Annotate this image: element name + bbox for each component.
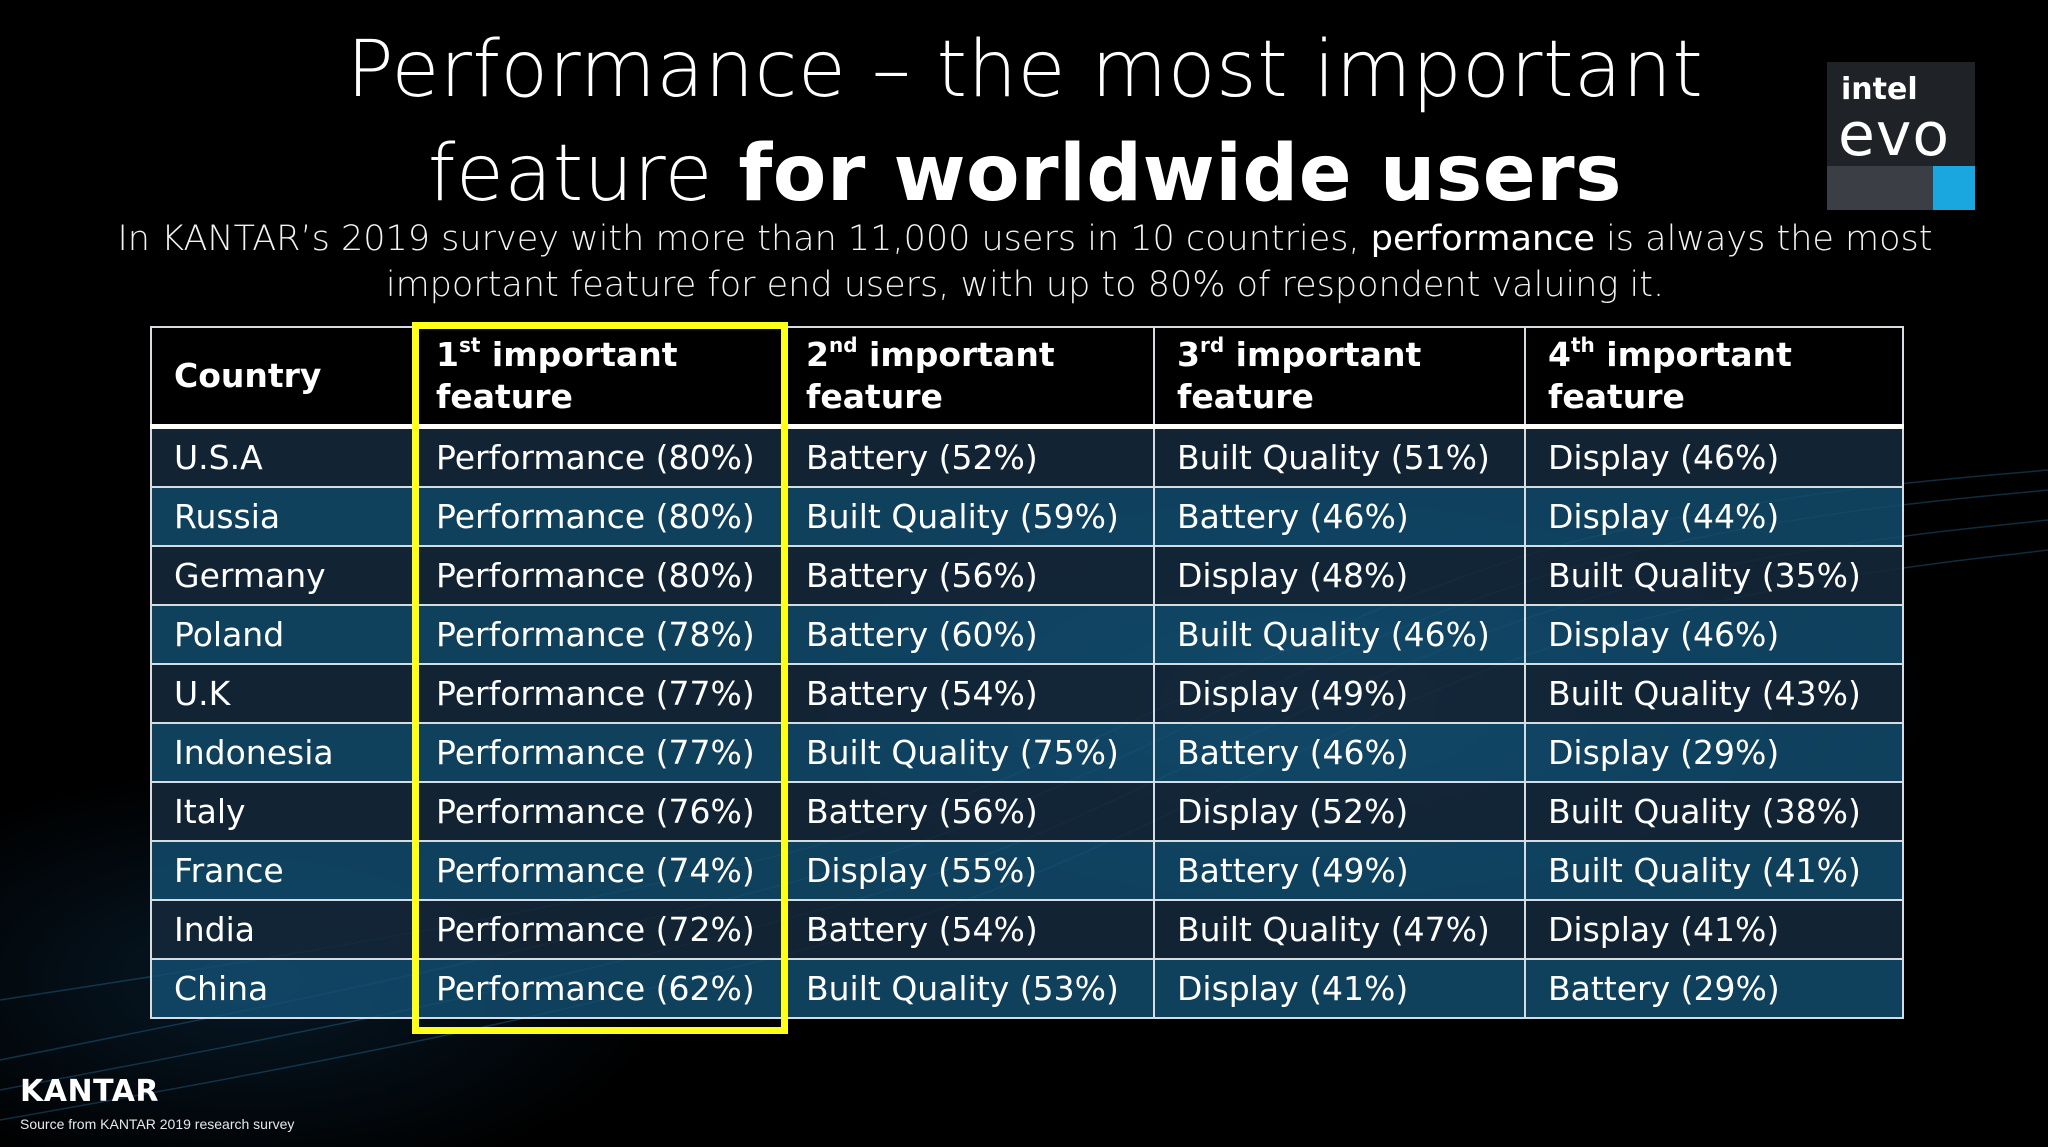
header-2nd-feature: 2nd important feature: [782, 326, 1155, 429]
cell-feature-4: Display (46%): [1524, 604, 1904, 665]
cell-feature-2: Built Quality (75%): [782, 722, 1155, 783]
cell-country: U.S.A: [150, 425, 414, 488]
cell-feature-2: Built Quality (53%): [782, 958, 1155, 1019]
table-row: Poland Performance (78%) Battery (60%) B…: [150, 604, 1904, 665]
cell-feature-1: Performance (72%): [412, 899, 784, 960]
title-line-1: Performance – the most important: [346, 25, 1704, 115]
intel-evo-logo: intel evo: [1827, 62, 1975, 210]
cell-country: Poland: [150, 604, 414, 665]
cell-feature-4: Display (41%): [1524, 899, 1904, 960]
table-row: Germany Performance (80%) Battery (56%) …: [150, 545, 1904, 606]
cell-country: France: [150, 840, 414, 901]
cell-feature-4: Display (29%): [1524, 722, 1904, 783]
cell-feature-4: Display (46%): [1524, 425, 1904, 488]
table-row: Indonesia Performance (77%) Built Qualit…: [150, 722, 1904, 783]
cell-country: Italy: [150, 781, 414, 842]
table-header-row: Country 1st important feature 2nd import…: [150, 326, 1904, 429]
table-row: Italy Performance (76%) Battery (56%) Di…: [150, 781, 1904, 842]
header-country: Country: [150, 326, 414, 429]
cell-feature-3: Battery (46%): [1153, 722, 1526, 783]
cell-feature-1: Performance (76%): [412, 781, 784, 842]
cell-feature-3: Display (52%): [1153, 781, 1526, 842]
title-line-2: feature for worldwide users: [160, 122, 1890, 226]
cell-feature-4: Built Quality (35%): [1524, 545, 1904, 606]
header-4th-feature: 4th important feature: [1524, 326, 1904, 429]
cell-feature-1: Performance (74%): [412, 840, 784, 901]
cell-feature-1: Performance (77%): [412, 722, 784, 783]
subtitle-part-1: In KANTAR’s 2019 survey with more than 1…: [117, 219, 1371, 259]
cell-feature-3: Display (41%): [1153, 958, 1526, 1019]
cell-feature-2: Battery (56%): [782, 545, 1155, 606]
source-note: Source from KANTAR 2019 research survey: [20, 1116, 295, 1132]
cell-feature-3: Display (49%): [1153, 663, 1526, 724]
cell-feature-4: Built Quality (43%): [1524, 663, 1904, 724]
kantar-brand: KANTAR: [20, 1074, 160, 1109]
cell-feature-1: Performance (80%): [412, 545, 784, 606]
cell-feature-2: Battery (54%): [782, 663, 1155, 724]
table-row: U.K Performance (77%) Battery (54%) Disp…: [150, 663, 1904, 724]
cell-country: Germany: [150, 545, 414, 606]
cell-feature-2: Battery (52%): [782, 425, 1155, 488]
cell-feature-4: Built Quality (41%): [1524, 840, 1904, 901]
cell-feature-3: Battery (49%): [1153, 840, 1526, 901]
feature-ranking-table: Country 1st important feature 2nd import…: [150, 326, 1904, 1019]
logo-evo-text: evo: [1838, 100, 1951, 170]
cell-feature-1: Performance (77%): [412, 663, 784, 724]
subtitle-emphasis: performance: [1370, 219, 1595, 259]
cell-feature-2: Display (55%): [782, 840, 1155, 901]
cell-feature-1: Performance (78%): [412, 604, 784, 665]
cell-country: India: [150, 899, 414, 960]
slide-subtitle: In KANTAR’s 2019 survey with more than 1…: [80, 216, 1970, 308]
cell-feature-3: Built Quality (47%): [1153, 899, 1526, 960]
cell-country: China: [150, 958, 414, 1019]
table-row: China Performance (62%) Built Quality (5…: [150, 958, 1904, 1019]
logo-intel-text: intel: [1841, 72, 1918, 107]
slide-title: Performance – the most important feature…: [160, 18, 1890, 226]
cell-feature-4: Battery (29%): [1524, 958, 1904, 1019]
cell-country: Indonesia: [150, 722, 414, 783]
header-1st-feature: 1st important feature: [412, 326, 784, 429]
cell-feature-2: Battery (56%): [782, 781, 1155, 842]
logo-accent-square: [1933, 166, 1975, 210]
cell-feature-1: Performance (80%): [412, 425, 784, 488]
cell-feature-4: Built Quality (38%): [1524, 781, 1904, 842]
cell-feature-1: Performance (80%): [412, 486, 784, 547]
table-row: Russia Performance (80%) Built Quality (…: [150, 486, 1904, 547]
cell-feature-3: Display (48%): [1153, 545, 1526, 606]
cell-feature-2: Battery (54%): [782, 899, 1155, 960]
title-line-2-light: feature: [427, 129, 739, 219]
title-line-2-bold: for worldwide users: [738, 129, 1623, 219]
subtitle-part-2: is always the most important feature for…: [385, 219, 1933, 305]
table-row: France Performance (74%) Display (55%) B…: [150, 840, 1904, 901]
logo-band: [1827, 166, 1933, 210]
header-3rd-feature: 3rd important feature: [1153, 326, 1526, 429]
table-row: India Performance (72%) Battery (54%) Bu…: [150, 899, 1904, 960]
cell-feature-1: Performance (62%): [412, 958, 784, 1019]
cell-country: Russia: [150, 486, 414, 547]
cell-country: U.K: [150, 663, 414, 724]
cell-feature-3: Built Quality (51%): [1153, 425, 1526, 488]
cell-feature-2: Built Quality (59%): [782, 486, 1155, 547]
cell-feature-2: Battery (60%): [782, 604, 1155, 665]
cell-feature-4: Display (44%): [1524, 486, 1904, 547]
cell-feature-3: Battery (46%): [1153, 486, 1526, 547]
cell-feature-3: Built Quality (46%): [1153, 604, 1526, 665]
table-row: U.S.A Performance (80%) Battery (52%) Bu…: [150, 425, 1904, 488]
